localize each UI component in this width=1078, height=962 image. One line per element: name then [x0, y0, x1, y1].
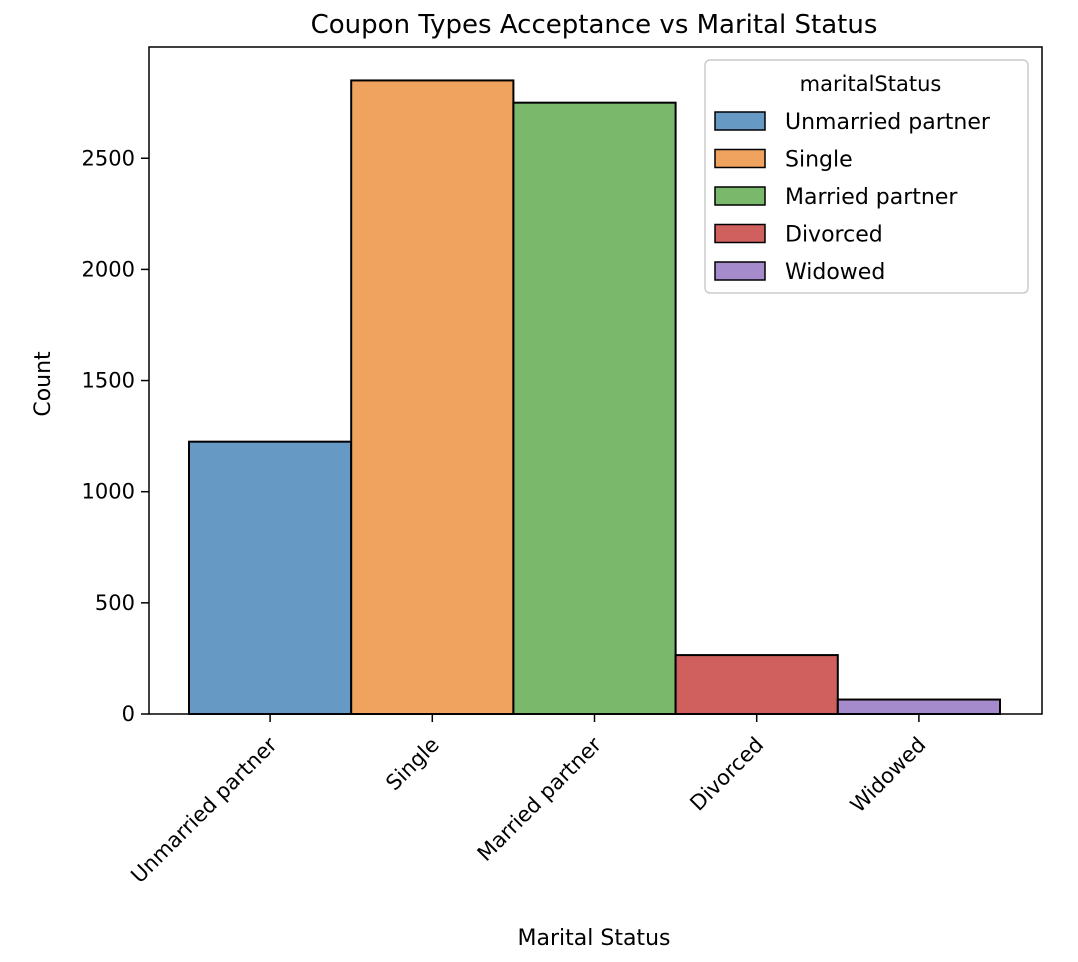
- legend-box: [704, 59, 1029, 294]
- x-tick-label: Widowed: [846, 733, 931, 818]
- bars-layer: [188, 79, 1001, 716]
- x-tick-label: Unmarried partner: [126, 732, 282, 888]
- y-tick-label: 1000: [82, 480, 135, 504]
- legend-entry-label: Unmarried partner: [785, 110, 991, 135]
- legend-entry-label: Single: [785, 148, 853, 173]
- y-tick-label: 2500: [82, 146, 135, 170]
- legend-entry-label: Divorced: [785, 223, 883, 248]
- legend-entry-label: Married partner: [785, 185, 958, 210]
- x-axis-label: Marital Status: [518, 926, 671, 951]
- bar-widowed: [836, 698, 1001, 715]
- x-tick-label: Divorced: [685, 733, 768, 816]
- legend-swatch: [714, 261, 766, 281]
- y-tick-label: 1500: [82, 369, 135, 393]
- legend-entry-label: Widowed: [785, 260, 885, 285]
- bar-single: [350, 79, 515, 715]
- x-tick-label: Married partner: [473, 732, 607, 866]
- y-tick-label: 500: [95, 591, 135, 615]
- chart-title: Coupon Types Acceptance vs Marital Statu…: [311, 10, 878, 40]
- legend-swatch: [714, 223, 766, 244]
- legend: maritalStatus Unmarried partner Single Marr…: [704, 59, 1029, 294]
- bar-divorced: [674, 654, 839, 716]
- bar-married-partner: [512, 101, 677, 716]
- legend-swatch: [714, 186, 766, 206]
- legend-title: maritalStatus: [800, 72, 942, 96]
- y-axis-label: Count: [31, 351, 56, 417]
- legend-swatch: [714, 111, 766, 131]
- y-tick-label: 2000: [82, 257, 135, 281]
- y-tick-label: 0: [122, 702, 135, 726]
- y-axis: 0 500 1000 1500 2000 2500: [82, 146, 149, 726]
- x-axis: Unmarried partner Single Married partner Di…: [126, 714, 930, 888]
- bar-unmarried-partner: [188, 440, 353, 715]
- legend-swatch: [714, 148, 766, 169]
- x-tick-label: Single: [381, 733, 444, 796]
